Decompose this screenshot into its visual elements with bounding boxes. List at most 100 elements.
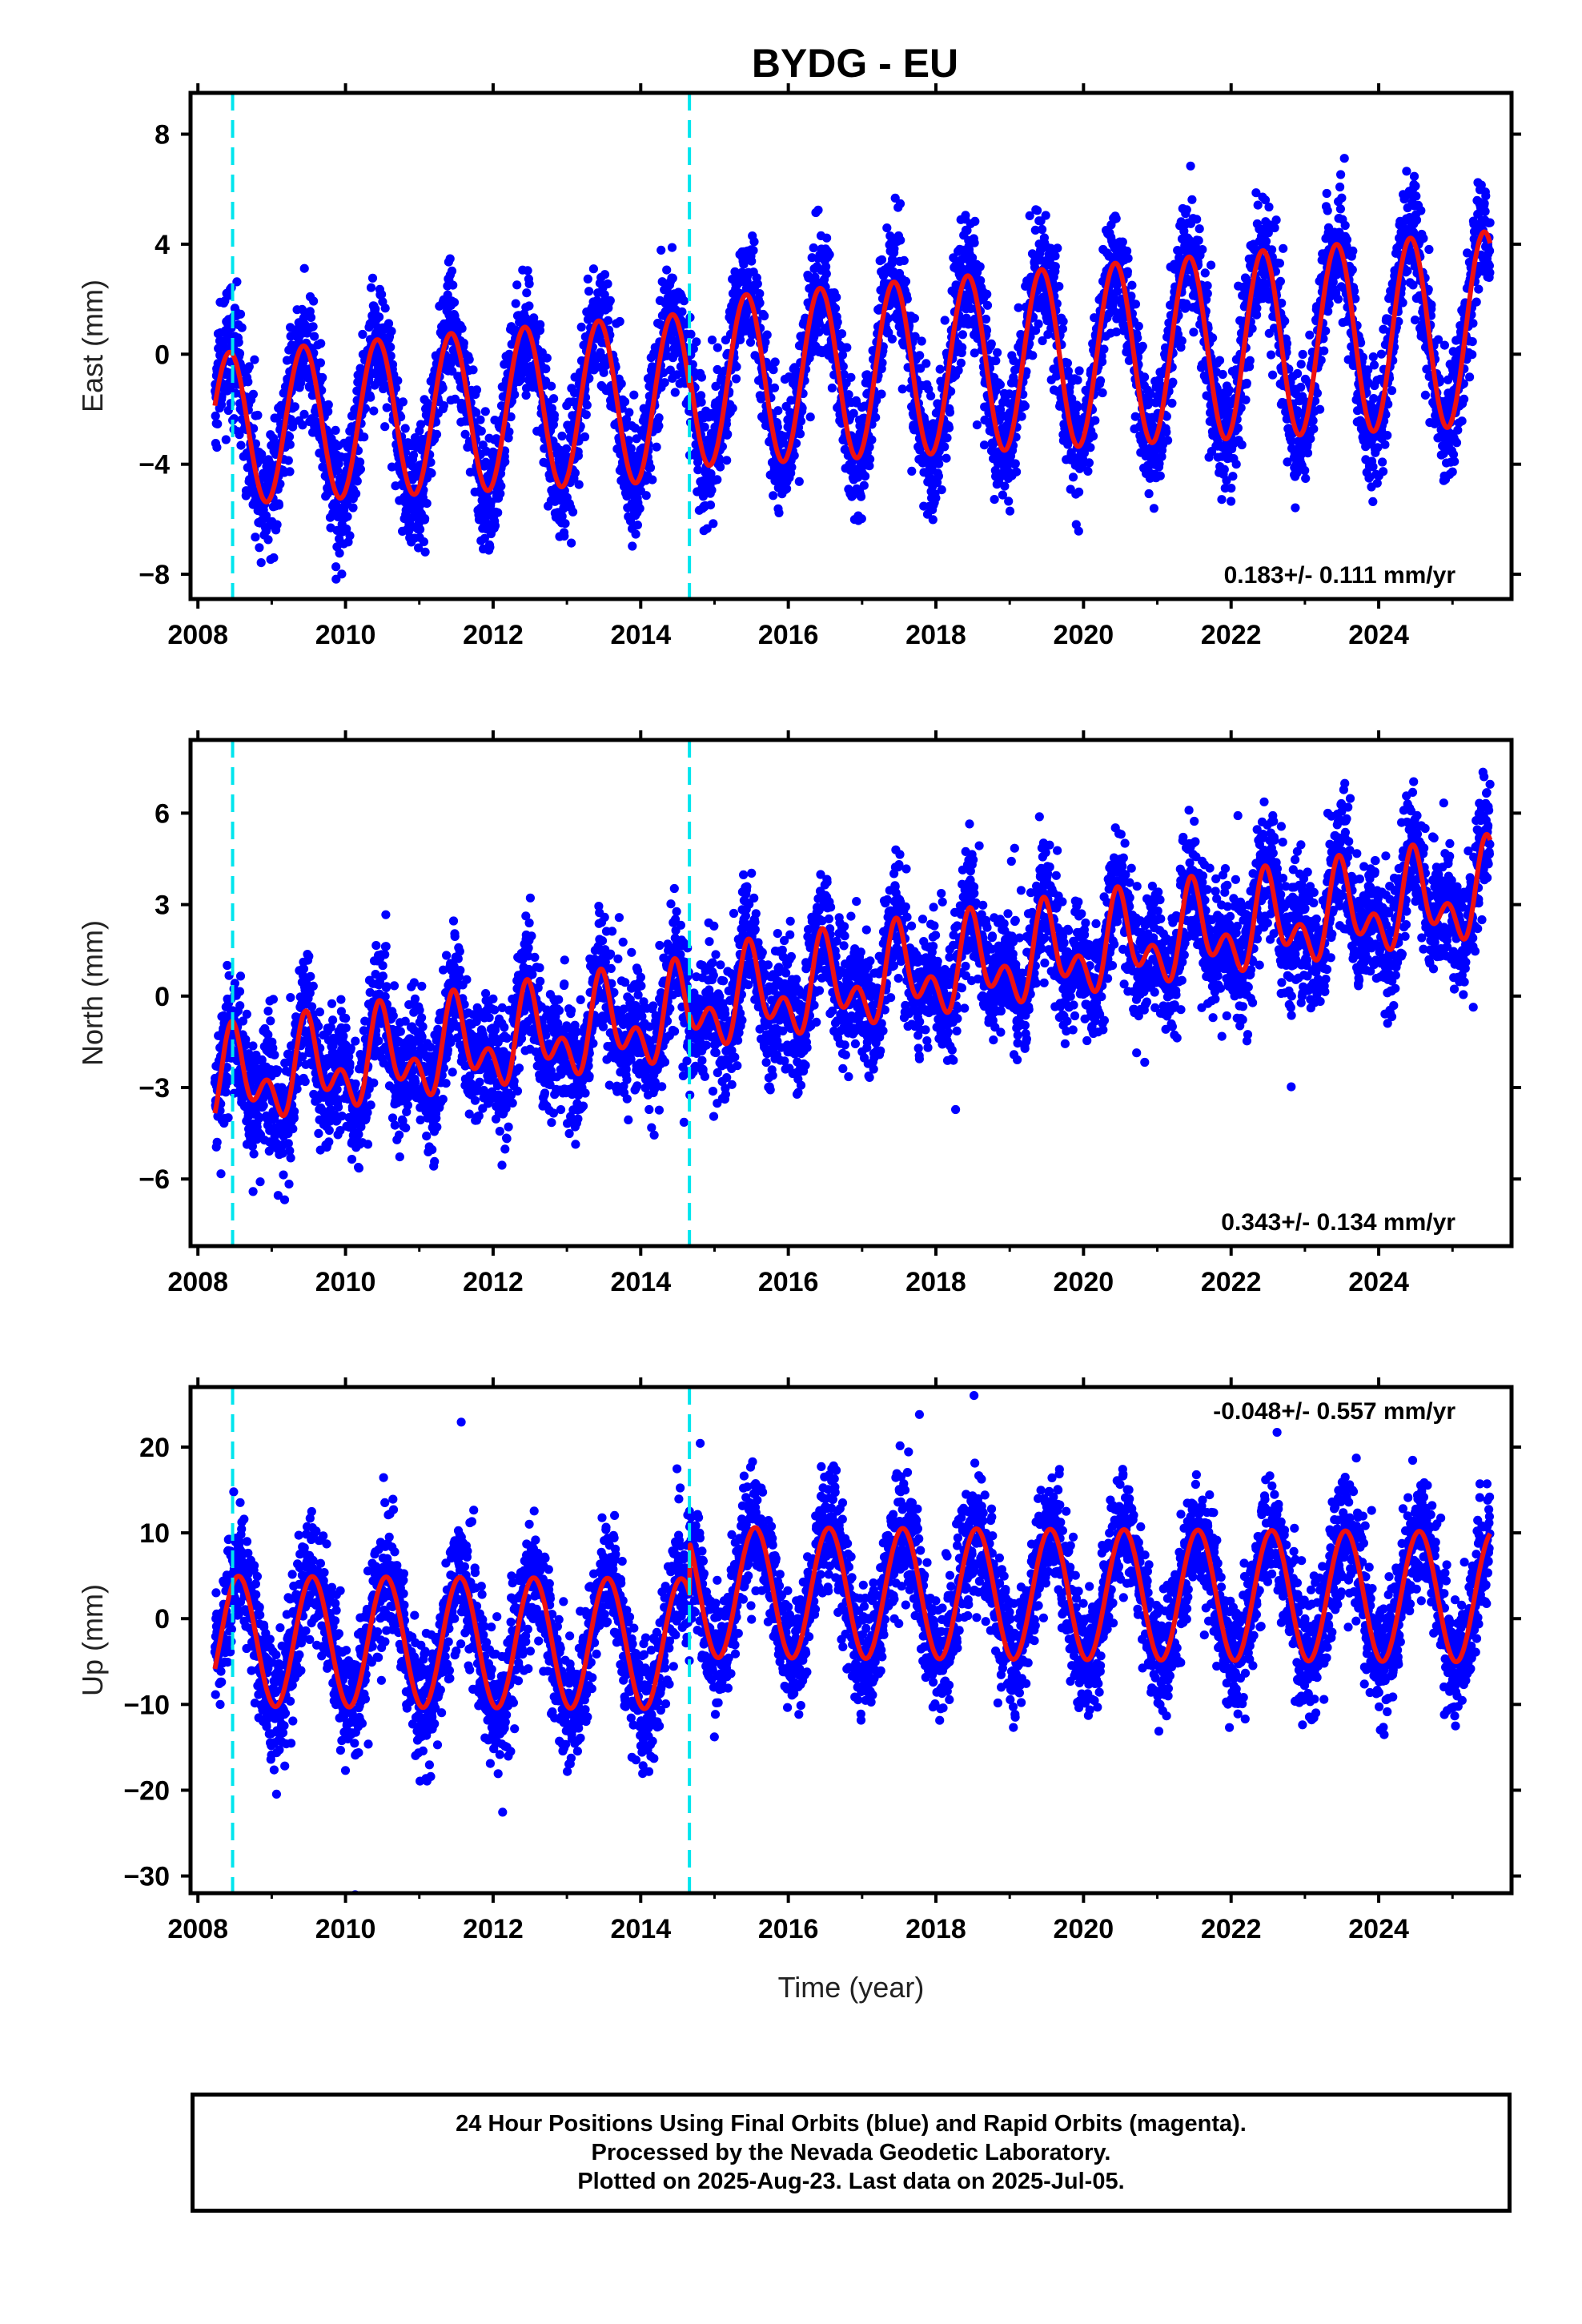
data-point xyxy=(667,243,677,252)
data-point xyxy=(253,410,263,420)
data-point xyxy=(588,264,599,274)
data-point xyxy=(1200,268,1210,278)
data-point xyxy=(573,451,584,460)
data-point xyxy=(603,279,612,289)
data-point xyxy=(620,397,630,407)
data-point xyxy=(865,454,875,464)
data-point xyxy=(536,320,545,329)
data-point xyxy=(257,449,267,459)
data-point xyxy=(705,501,716,510)
data-point xyxy=(1144,489,1154,499)
data-point xyxy=(331,574,341,584)
data-point xyxy=(274,501,283,510)
data-point xyxy=(697,391,706,400)
data-point xyxy=(1090,416,1100,425)
data-point xyxy=(942,433,952,443)
data-point xyxy=(449,298,460,308)
data-point xyxy=(511,299,520,308)
data-point xyxy=(398,397,408,407)
data-point xyxy=(529,313,539,323)
data-point xyxy=(915,351,925,360)
data-point xyxy=(522,288,532,298)
data-point xyxy=(1098,388,1107,398)
data-point xyxy=(769,491,778,501)
data-point xyxy=(416,420,426,429)
data-point xyxy=(877,255,887,264)
data-point xyxy=(581,410,591,420)
data-point xyxy=(628,541,637,551)
data-point xyxy=(970,238,979,247)
data-point xyxy=(333,466,343,476)
data-point xyxy=(755,289,765,299)
data-point xyxy=(901,276,911,286)
data-point xyxy=(298,420,307,430)
data-point xyxy=(1218,369,1227,380)
data-point xyxy=(306,312,316,322)
data-point xyxy=(797,403,807,413)
data-point xyxy=(1296,360,1306,369)
data-point xyxy=(457,324,467,333)
data-point xyxy=(991,356,1001,366)
data-point xyxy=(1219,464,1229,474)
data-point xyxy=(837,329,847,339)
data-point xyxy=(234,337,243,347)
data-point xyxy=(716,462,725,472)
data-point xyxy=(600,270,610,279)
data-point xyxy=(1054,282,1064,292)
data-point xyxy=(689,344,698,354)
data-point xyxy=(263,535,273,545)
data-point xyxy=(1053,243,1062,253)
data-point xyxy=(972,420,982,430)
data-point xyxy=(570,468,580,478)
data-point xyxy=(1252,304,1262,313)
data-point xyxy=(937,485,946,495)
data-point xyxy=(285,440,295,449)
data-point xyxy=(426,457,436,467)
data-point xyxy=(749,246,758,255)
data-point xyxy=(654,421,664,431)
data-point xyxy=(213,419,223,429)
data-point xyxy=(995,380,1005,389)
data-point xyxy=(1237,440,1247,450)
data-point xyxy=(861,472,870,481)
data-point xyxy=(1189,328,1199,337)
data-point xyxy=(541,364,551,374)
data-point xyxy=(605,296,615,305)
data-point xyxy=(557,512,567,521)
data-point xyxy=(1034,319,1043,329)
data-point xyxy=(747,256,757,266)
data-point xyxy=(335,549,344,558)
data-point xyxy=(236,440,246,450)
data-point xyxy=(211,411,220,421)
data-point xyxy=(235,430,244,440)
data-point xyxy=(299,409,309,419)
data-point xyxy=(256,558,266,568)
data-point xyxy=(629,390,639,400)
data-point xyxy=(821,269,831,279)
data-point xyxy=(542,353,552,363)
data-point xyxy=(958,343,967,352)
data-point xyxy=(846,372,856,382)
data-point xyxy=(867,435,877,444)
data-point xyxy=(773,406,783,416)
data-point xyxy=(480,533,489,543)
data-point xyxy=(857,514,866,524)
data-point xyxy=(731,374,741,384)
data-point xyxy=(400,424,410,433)
data-point xyxy=(547,381,556,391)
data-point xyxy=(982,300,993,310)
data-point xyxy=(641,491,651,501)
data-point xyxy=(791,439,801,448)
data-point xyxy=(235,348,245,358)
data-point xyxy=(269,553,279,563)
data-point xyxy=(1207,260,1216,270)
data-point xyxy=(979,440,990,450)
data-point xyxy=(1134,321,1143,331)
data-point xyxy=(371,304,380,314)
data-point xyxy=(934,471,943,481)
data-point xyxy=(348,503,358,513)
data-point xyxy=(567,538,576,548)
data-point xyxy=(308,322,318,332)
data-point xyxy=(1298,349,1307,360)
